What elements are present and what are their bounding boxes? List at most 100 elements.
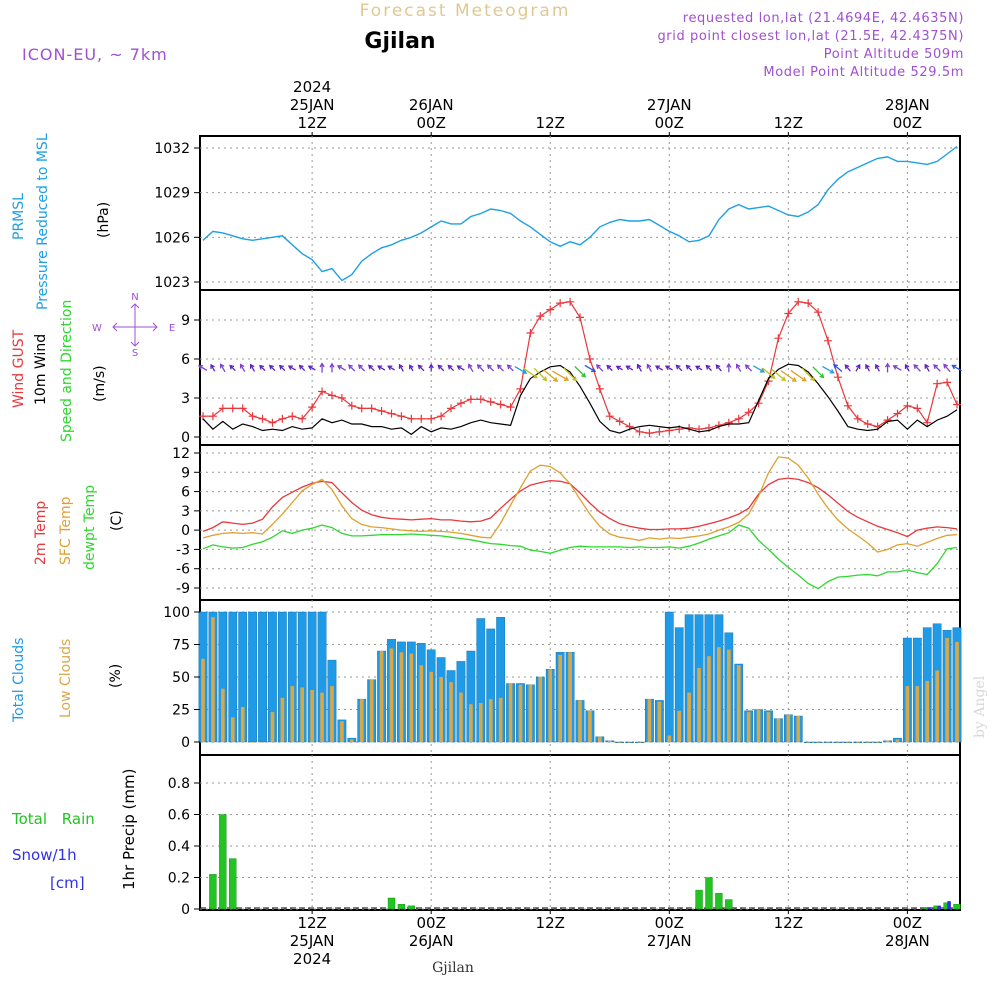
wind-arrow-head: [943, 363, 949, 369]
low-cloud-bar: [588, 710, 592, 742]
gust-marker: [853, 414, 862, 423]
gust-marker: [407, 414, 416, 423]
wind-arrow-head: [428, 363, 434, 369]
pressure-labels: PRMSL Pressure Reduced to MSL (hPa): [11, 133, 112, 310]
wind-arrow: [358, 364, 366, 372]
low-cloud-bar: [598, 736, 602, 742]
rain-bar: [407, 905, 416, 910]
wind-arrow-head: [636, 363, 642, 369]
gust-marker: [248, 412, 257, 421]
low-cloud-bar: [300, 687, 305, 742]
low-cloud-bar: [885, 740, 890, 742]
wind-arrow: [596, 364, 604, 372]
gust-marker: [546, 305, 555, 314]
y-tick-label: 3: [181, 391, 190, 407]
wind-arrow-head: [615, 365, 621, 371]
wind-arrow-head: [287, 365, 293, 370]
low-cloud-bar: [488, 699, 493, 742]
low-cloud-bar: [667, 735, 672, 742]
wind-arrow: [771, 368, 786, 381]
low-cloud-bar: [578, 700, 582, 742]
model-label: ICON-EU, ~ 7km: [22, 45, 168, 64]
gust-marker: [367, 404, 376, 413]
wind-arrow: [780, 370, 797, 382]
y-tick-label: 100: [163, 605, 190, 621]
wind-arrow-head: [417, 364, 423, 370]
wind-arrow: [551, 370, 569, 381]
top-time-label: 00Z: [655, 114, 684, 132]
wind-arrow-head: [770, 374, 776, 380]
snow-unit-label: [cm]: [50, 874, 85, 892]
wind-arrow: [497, 364, 504, 372]
wind-arrow-head: [336, 365, 343, 370]
gust-marker: [456, 399, 465, 408]
wind-arrow: [893, 365, 902, 371]
total-clouds-label: Total Clouds: [11, 638, 27, 723]
wind-arrow-head: [715, 364, 721, 370]
wind-arrow-head: [298, 364, 304, 370]
wind-arrow-head: [368, 364, 373, 370]
wind-arrow: [943, 364, 951, 373]
compass-rose: N S W E: [92, 292, 175, 359]
wind-arrow-head: [229, 364, 235, 370]
info-line: Point Altitude 509m: [824, 47, 964, 62]
gust-marker: [784, 309, 793, 318]
gust-marker: [318, 387, 327, 396]
low-cloud-bar: [240, 706, 245, 742]
wind-arrow: [250, 364, 256, 372]
gust-marker: [655, 427, 664, 436]
pressure-msl-label: Pressure Reduced to MSL: [35, 133, 51, 310]
y-tick-label: 6: [181, 485, 190, 501]
low-cloud-bar: [568, 652, 572, 742]
wind-arrow: [487, 364, 495, 372]
sfc-temp-label: SFC Temp: [58, 496, 74, 565]
total-cloud-bar: [258, 611, 267, 743]
gust-marker: [447, 404, 456, 413]
gust-marker: [893, 409, 902, 418]
wind-arrow-head: [832, 363, 839, 369]
wind-labels: Wind GUST 10m Wind Speed and Direction (…: [11, 292, 175, 442]
y-tick-label: 0: [181, 735, 190, 751]
wind-arrow: [715, 364, 722, 372]
gust-marker: [377, 407, 386, 415]
wind-arrow-head: [726, 362, 732, 368]
wind-arrow: [952, 364, 962, 372]
wind-arrow-head: [892, 365, 898, 370]
snow-bar: [927, 907, 931, 909]
low-cloud-bar: [449, 682, 453, 742]
gust-marker: [794, 297, 803, 306]
precip-labels: Total Rain Snow/1h [cm] 1hr Precip (mm): [11, 769, 138, 892]
low-cloud-bar: [806, 742, 811, 743]
gust-marker: [476, 395, 485, 404]
y-tick-label: -3: [176, 542, 190, 558]
dewpt-label: dewpt Temp: [82, 485, 98, 570]
top-time-label: 25JAN: [290, 96, 335, 114]
wind-arrow-head: [924, 363, 930, 369]
low-cloud-bar: [459, 692, 463, 742]
gust-marker: [357, 404, 366, 413]
rain-bar: [705, 877, 713, 910]
low-cloud-bar: [359, 699, 364, 742]
sfc-temp-line: [202, 456, 958, 553]
low-cloud-bar: [786, 714, 791, 742]
gust-marker: [824, 336, 833, 345]
wind-arrow: [790, 369, 807, 382]
wind-arrow-head: [197, 365, 204, 370]
gust-marker: [417, 414, 426, 423]
low-cloud-bar: [548, 669, 553, 742]
low-cloud-bar: [955, 641, 959, 742]
low-cloud-bar: [419, 665, 424, 742]
low-cloud-bar: [270, 712, 275, 742]
wind-arrow-head: [377, 365, 383, 370]
gust-marker: [298, 414, 307, 423]
speed-direction-label: Speed and Direction: [59, 300, 75, 442]
ms-unit-label: (m/s): [92, 365, 108, 402]
gust-marker: [923, 418, 932, 427]
wind-arrow-head: [791, 377, 797, 382]
wind-arrow: [457, 365, 465, 371]
y-tick-label: 0: [181, 902, 190, 918]
pressure-line: [202, 145, 958, 282]
gust-marker: [903, 401, 912, 410]
low-cloud-bar: [875, 742, 880, 743]
wind-arrow: [198, 365, 208, 371]
